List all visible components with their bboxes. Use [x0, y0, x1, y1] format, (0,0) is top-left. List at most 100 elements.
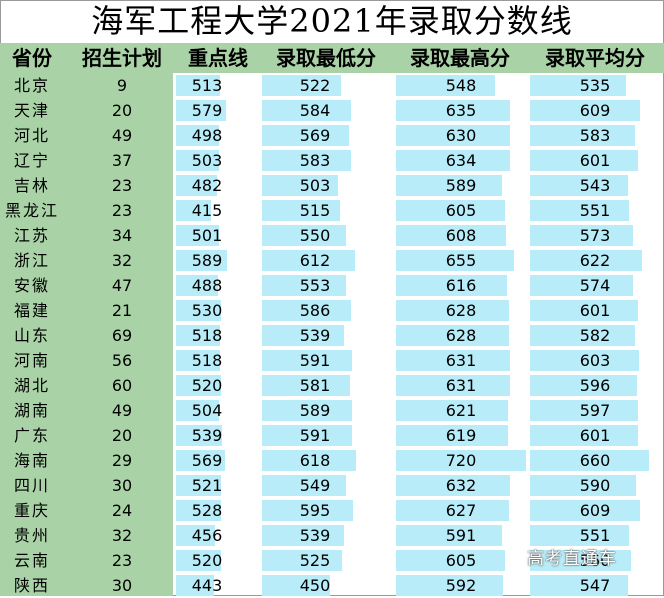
max-score-cell: 621: [445, 401, 477, 420]
max-score-bar: [396, 250, 514, 271]
header-plan: 招生计划: [82, 46, 162, 70]
max-score-bar: [396, 200, 505, 221]
min-score-bar: [262, 300, 351, 321]
plan-cell: 29: [111, 451, 133, 470]
avg-score-bar: [530, 500, 640, 521]
max-score-cell: 591: [445, 526, 477, 545]
plan-cell: 20: [111, 426, 133, 445]
avg-score-bar: [530, 375, 637, 396]
key-line-cell: 503: [191, 151, 223, 170]
key-line-bar: [176, 375, 221, 396]
province-cell: 辽宁: [13, 151, 50, 170]
avg-score-bar: [530, 100, 640, 121]
province-cell: 湖北: [13, 376, 50, 395]
plan-cell: 47: [111, 276, 133, 295]
table-row: 福建 21 530 586 628 601: [0, 298, 664, 323]
min-score-cell: 525: [299, 551, 331, 570]
plan-cell: 34: [111, 226, 133, 245]
min-score-cell: 591: [299, 426, 331, 445]
min-score-bar: [262, 250, 355, 271]
min-score-bar: [262, 400, 352, 421]
plan-cell: 32: [111, 526, 133, 545]
min-score-cell: 553: [299, 276, 331, 295]
key-line-cell: 456: [191, 526, 223, 545]
plan-cell: 49: [111, 126, 133, 145]
plan-cell: 24: [111, 501, 133, 520]
max-score-bar: [396, 175, 502, 196]
max-score-cell: 631: [445, 376, 477, 395]
max-score-cell: 605: [445, 551, 477, 570]
max-score-cell: 720: [445, 451, 477, 470]
table-row: 天津 20 579 584 635 609: [0, 98, 664, 123]
table-row: 辽宁 37 503 583 634 601: [0, 148, 664, 173]
key-line-bar: [176, 75, 220, 96]
key-line-cell: 579: [191, 101, 223, 120]
table-row: 北京 9 513 522 548 535: [0, 73, 664, 98]
key-line-cell: 513: [191, 76, 223, 95]
max-score-bar: [396, 425, 508, 446]
province-cell: 陕西: [13, 576, 50, 595]
key-line-cell: 518: [191, 351, 223, 370]
header-min-score: 录取最低分: [276, 46, 376, 70]
min-score-cell: 591: [299, 351, 331, 370]
province-cell: 山东: [13, 326, 50, 345]
key-line-cell: 539: [191, 426, 223, 445]
min-score-cell: 550: [299, 226, 331, 245]
min-score-cell: 581: [299, 376, 331, 395]
avg-score-bar: [530, 75, 626, 96]
min-score-bar: [262, 275, 346, 296]
plan-cell: 9: [116, 76, 128, 95]
min-score-bar: [262, 500, 353, 521]
province-cell: 云南: [13, 551, 50, 570]
avg-score-cell: 596: [579, 376, 611, 395]
min-score-bar: [262, 350, 352, 371]
min-score-cell: 539: [299, 326, 331, 345]
avg-score-bar: [530, 300, 638, 321]
plan-cell: 30: [111, 576, 133, 595]
min-score-bar: [262, 325, 344, 346]
table-row: 湖北 60 520 581 631 596: [0, 373, 664, 398]
province-cell: 四川: [13, 476, 50, 495]
min-score-cell: 515: [299, 201, 331, 220]
avg-score-bar: [530, 450, 649, 471]
max-score-bar: [396, 275, 507, 296]
min-score-bar: [262, 200, 340, 221]
page-title: 海军工程大学2021年录取分数线: [91, 2, 573, 40]
province-cell: 福建: [13, 301, 50, 320]
min-score-cell: 618: [299, 451, 331, 470]
plan-cell: 37: [111, 151, 133, 170]
plan-cell: 69: [111, 326, 133, 345]
avg-score-bar: [530, 125, 635, 146]
key-line-cell: 520: [191, 551, 223, 570]
table-row: 云南 23 520 525 605 560: [0, 548, 664, 573]
table-row: 贵州 32 456 539 591 551: [0, 523, 664, 548]
avg-score-cell: 582: [579, 326, 611, 345]
key-line-bar: [176, 475, 221, 496]
max-score-cell: 628: [445, 301, 477, 320]
province-cell: 广东: [13, 426, 50, 445]
key-line-cell: 518: [191, 326, 223, 345]
avg-score-cell: 590: [579, 476, 611, 495]
province-cell: 贵州: [13, 526, 50, 545]
key-line-cell: 569: [191, 451, 223, 470]
max-score-bar: [396, 475, 510, 496]
max-score-cell: 589: [445, 176, 477, 195]
table-row: 山东 69 518 539 628 582: [0, 323, 664, 348]
min-score-bar: [262, 575, 330, 596]
plan-cell: 20: [111, 101, 133, 120]
table-row: 黑龙江 23 415 515 605 551: [0, 198, 664, 223]
max-score-bar: [396, 300, 509, 321]
min-score-bar: [262, 450, 356, 471]
max-score-cell: 630: [445, 126, 477, 145]
key-line-cell: 498: [191, 126, 223, 145]
province-cell: 河北: [13, 126, 50, 145]
key-line-bar: [176, 450, 225, 471]
min-score-cell: 549: [299, 476, 331, 495]
min-score-cell: 595: [299, 501, 331, 520]
province-cell: 天津: [13, 101, 50, 120]
avg-score-cell: 551: [579, 201, 611, 220]
key-line-bar: [176, 500, 221, 521]
max-score-cell: 616: [445, 276, 477, 295]
key-line-cell: 589: [191, 251, 223, 270]
plan-cell: 21: [111, 301, 133, 320]
